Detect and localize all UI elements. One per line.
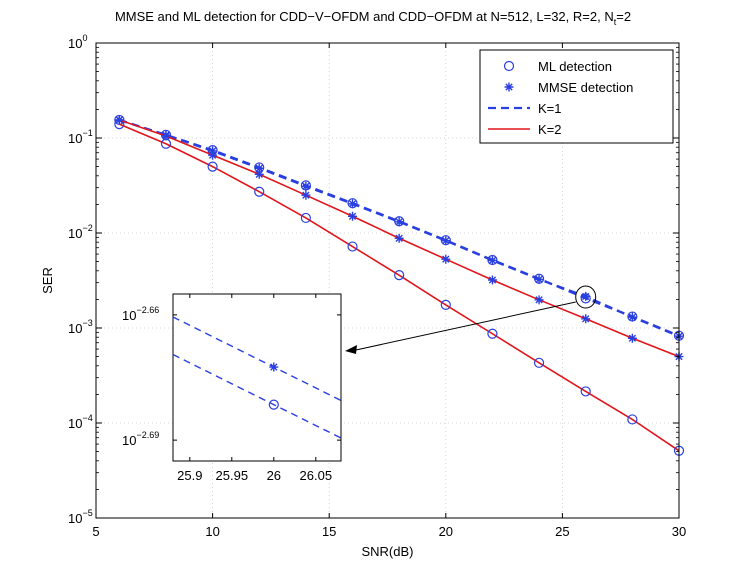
circle-marker (394, 270, 405, 281)
star-marker (254, 169, 264, 179)
star-marker (301, 181, 311, 191)
chart-title-main: MMSE and ML detection for CDD−V−OFDM and… (115, 9, 614, 24)
circle-marker (627, 414, 638, 425)
legend-item: MMSE detection (504, 80, 633, 95)
x-tick-label: 25 (555, 524, 569, 539)
x-tick-label: 20 (439, 524, 453, 539)
star-marker (441, 254, 451, 264)
circle-marker (347, 241, 358, 252)
inset-x-tick-label: 26 (267, 468, 281, 483)
y-tick-exponent: −3 (82, 318, 92, 328)
circle-marker (440, 299, 451, 311)
y-axis-label: SER (40, 267, 55, 294)
star-marker (254, 163, 264, 173)
legend-item: K=2 (488, 122, 562, 137)
star-marker (394, 217, 404, 227)
y-tick-base: 10 (68, 416, 82, 431)
legend-symbol-star (504, 82, 514, 92)
star-marker (114, 115, 124, 125)
star-marker (441, 236, 451, 246)
star-marker (534, 295, 544, 305)
y-tick-exponent: −4 (82, 413, 92, 423)
inset-star-marker (269, 362, 279, 372)
legend-label: K=2 (538, 122, 562, 137)
zoom-arrowhead (345, 345, 357, 354)
inset-frame (172, 293, 342, 462)
y-tick-base: 10 (68, 36, 82, 51)
inset-x-tick-label: 25.95 (216, 468, 249, 483)
inset-series-line (172, 353, 342, 439)
star-marker (348, 211, 358, 221)
x-tick-label: 5 (92, 524, 99, 539)
chart-title: MMSE and ML detection for CDD−V−OFDM and… (115, 9, 631, 27)
y-tick-exponent: 0 (82, 33, 87, 43)
y-tick-label: 10−5 (68, 508, 93, 526)
legend-label: ML detection (538, 59, 612, 74)
circle-marker (580, 386, 591, 397)
star-marker (394, 233, 404, 243)
plot-frame (95, 42, 680, 519)
legend-box (479, 49, 674, 144)
legend-label: MMSE detection (538, 80, 633, 95)
y-tick-base: 10 (68, 511, 82, 526)
y-tick-exponent: −2 (82, 223, 92, 233)
star-marker (487, 255, 497, 265)
x-tick-label: 30 (672, 524, 686, 539)
star-marker (348, 199, 358, 209)
circle-marker (533, 357, 545, 368)
inset-x-tick-label: 25.9 (177, 468, 202, 483)
star-marker (161, 131, 171, 141)
x-tick-label: 15 (322, 524, 336, 539)
series-line (119, 123, 680, 452)
star-marker (487, 275, 497, 285)
star-marker (301, 190, 311, 200)
inset-y-tick-label: 10−2.66 (122, 305, 159, 323)
star-marker (581, 314, 591, 324)
y-tick-label: 10−3 (68, 318, 93, 336)
star-marker (581, 291, 591, 301)
inset-series-line (172, 316, 342, 402)
x-tick-label: 10 (205, 524, 219, 539)
inset-y-tick-exponent: −2.66 (136, 305, 159, 315)
star-marker (627, 312, 637, 322)
inset-y-tick-base: 10 (122, 308, 136, 323)
inset-x-tick-label: 26.05 (300, 468, 333, 483)
inset-circle-marker (268, 399, 279, 410)
y-tick-label: 10−2 (68, 223, 93, 241)
legend-item: ML detection (503, 59, 612, 74)
circle-marker (300, 212, 311, 224)
legend: ML detection MMSE detection K=1 K=2 (479, 49, 674, 144)
star-marker (627, 333, 637, 343)
y-tick-label: 100 (68, 33, 87, 51)
legend-label: K=1 (538, 101, 562, 116)
star-marker (534, 274, 544, 284)
inset-y-tick-exponent: −2.69 (136, 430, 159, 440)
y-tick-label: 10−1 (68, 128, 93, 146)
zoom-target-circle (575, 285, 597, 309)
circle-marker (254, 186, 265, 197)
legend-item: K=1 (488, 101, 562, 116)
circle-marker (207, 161, 218, 172)
circle-marker (487, 328, 498, 339)
star-marker (208, 150, 218, 160)
inset-y-tick-label: 10−2.69 (122, 430, 159, 448)
legend-symbol-circle (503, 60, 515, 72)
chart-title-subscript: t (614, 17, 617, 27)
y-tick-base: 10 (68, 131, 82, 146)
y-tick-exponent: −1 (82, 128, 92, 138)
y-tick-exponent: −5 (82, 508, 92, 518)
chart-title-tail: =2 (616, 9, 631, 24)
zoom-arrow-line (355, 301, 576, 351)
y-tick-label: 10−4 (68, 413, 93, 431)
x-axis-label: SNR(dB) (361, 544, 413, 559)
y-tick-base: 10 (68, 321, 82, 336)
inset-y-tick-base: 10 (122, 433, 136, 448)
y-tick-base: 10 (68, 226, 82, 241)
